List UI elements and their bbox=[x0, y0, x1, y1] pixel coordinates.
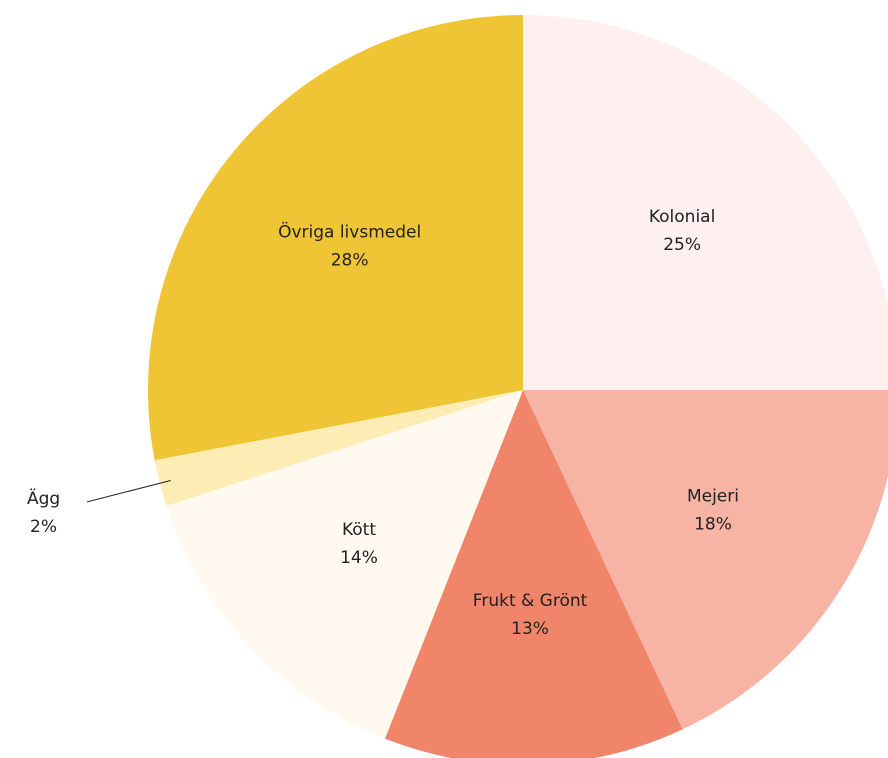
slice-value: 13% bbox=[511, 619, 549, 639]
slice-label: Frukt & Grönt bbox=[473, 591, 588, 611]
slice-label: Ägg bbox=[27, 488, 60, 509]
slice-value: 28% bbox=[331, 251, 369, 271]
pie-slice bbox=[384, 390, 683, 758]
leader-line bbox=[87, 479, 171, 503]
slice-value: 18% bbox=[694, 515, 732, 535]
slice-label: Kolonial bbox=[649, 207, 715, 227]
slice-value: 25% bbox=[663, 235, 701, 255]
slice-value: 2% bbox=[30, 517, 57, 537]
pie-slice bbox=[523, 15, 888, 390]
pie-slice bbox=[523, 390, 888, 730]
slice-value: 14% bbox=[340, 548, 378, 568]
slice-label: Övriga livsmedel bbox=[278, 221, 421, 243]
slice-label: Mejeri bbox=[687, 487, 739, 507]
slice-label: Kött bbox=[342, 520, 376, 540]
pie-slice bbox=[166, 390, 523, 739]
pie-slice bbox=[154, 390, 524, 506]
pie-slice bbox=[147, 15, 523, 461]
